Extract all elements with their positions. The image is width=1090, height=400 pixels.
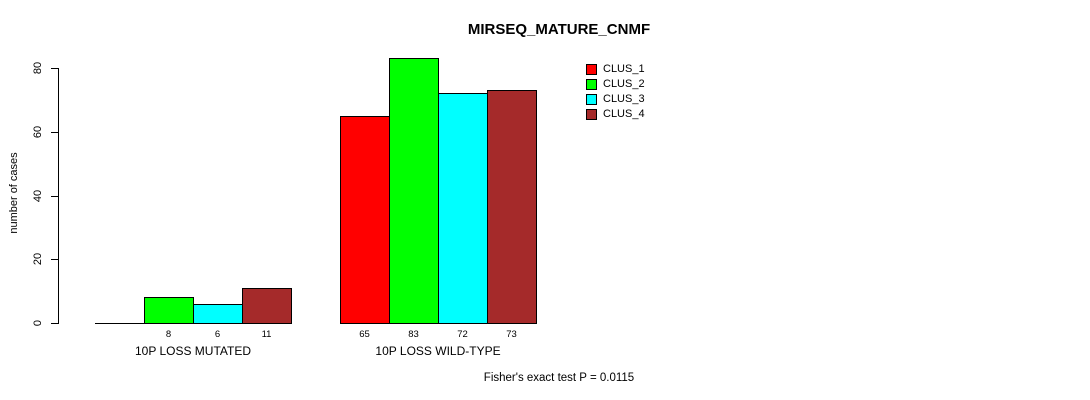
bar-clus_3 xyxy=(438,93,488,324)
legend-item-clus_4: CLUS_4 xyxy=(586,108,645,120)
legend-item-clus_2: CLUS_2 xyxy=(586,78,645,90)
bar-clus_2 xyxy=(389,58,439,324)
legend-item-clus_3: CLUS_3 xyxy=(586,93,645,105)
group-label: 10P LOSS WILD-TYPE xyxy=(375,344,501,358)
bar-clus_1 xyxy=(340,116,390,324)
footnote: Fisher's exact test P = 0.0115 xyxy=(483,372,635,384)
legend-swatch-clus_2 xyxy=(586,78,597,90)
bar-value-label: 83 xyxy=(408,329,419,340)
y-axis-tick xyxy=(51,259,58,260)
y-axis-label: number of cases xyxy=(8,152,20,234)
y-axis-tick-label: 0 xyxy=(32,319,44,327)
bar-clus_4 xyxy=(487,90,537,324)
legend-swatch-clus_4 xyxy=(586,108,597,120)
chart-title: MIRSEQ_MATURE_CNMF xyxy=(467,21,651,38)
bar-value-label: 6 xyxy=(214,329,221,340)
y-axis-tick xyxy=(51,68,58,69)
legend-item-clus_1: CLUS_1 xyxy=(586,63,645,75)
y-axis-tick xyxy=(51,132,58,133)
bar-value-label: 72 xyxy=(457,329,468,340)
legend-label: CLUS_2 xyxy=(603,78,645,90)
legend-swatch-clus_1 xyxy=(586,63,597,75)
legend-label: CLUS_4 xyxy=(603,108,645,120)
y-axis-line xyxy=(58,68,59,324)
bar-value-label: 65 xyxy=(359,329,370,340)
bar-clus_2 xyxy=(144,297,194,324)
bar-clus_3 xyxy=(193,304,243,324)
legend-label: CLUS_1 xyxy=(603,63,645,75)
y-axis-tick-label: 20 xyxy=(32,252,44,266)
legend-swatch-clus_3 xyxy=(586,93,597,105)
y-axis-tick xyxy=(51,323,58,324)
legend-label: CLUS_3 xyxy=(603,93,645,105)
legend: CLUS_1 CLUS_2 CLUS_3 CLUS_4 xyxy=(586,63,645,123)
y-axis-tick xyxy=(51,196,58,197)
y-axis-tick-label: 80 xyxy=(32,61,44,75)
group-label: 10P LOSS MUTATED xyxy=(134,344,252,358)
bar-value-label: 8 xyxy=(165,329,172,340)
bar-value-label: 73 xyxy=(506,329,517,340)
bar-value-label: 11 xyxy=(261,329,272,340)
y-axis-tick-label: 60 xyxy=(32,125,44,139)
bar-clus_4 xyxy=(242,288,292,324)
y-axis-tick-label: 40 xyxy=(32,189,44,203)
